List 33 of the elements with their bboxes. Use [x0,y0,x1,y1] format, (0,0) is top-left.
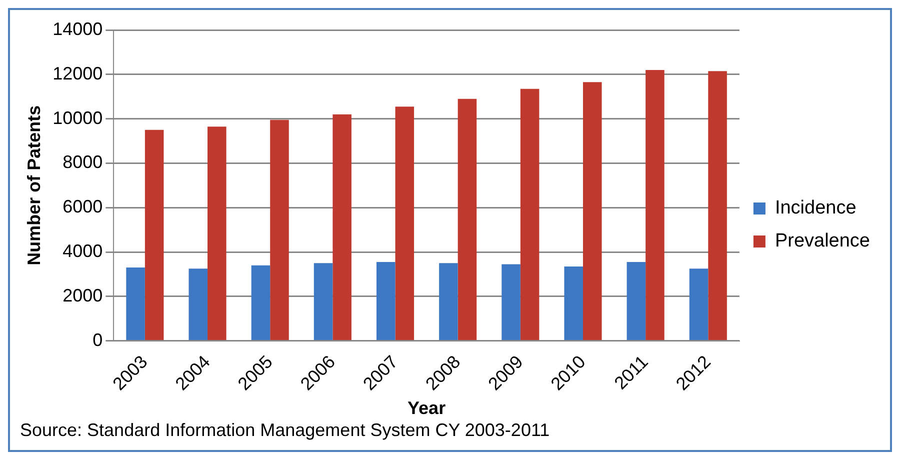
bar [520,88,540,340]
x-axis-title: Year [408,398,446,418]
legend-label: Prevalence [774,230,870,252]
y-tick-label: 4000 [62,240,103,261]
bar [188,268,208,340]
bar [126,268,145,340]
bar [439,263,458,340]
bar [582,82,602,340]
y-tick-label: 14000 [52,18,103,39]
bar [458,98,477,340]
y-tick-label: 0 [92,330,103,350]
bar [502,264,520,340]
bar [208,126,226,340]
legend-label: Incidence [774,198,856,219]
y-axis-title: Number of Patents [24,105,44,266]
bar [270,120,289,340]
bar [395,106,414,340]
bar [626,262,646,340]
bar [376,262,396,340]
y-tick-label: 6000 [62,196,103,217]
bar [144,130,164,340]
bar [332,114,352,340]
y-tick-label: 12000 [52,63,103,84]
bar [708,71,727,340]
y-tick-label: 8000 [62,152,103,172]
y-tick-label: 2000 [62,285,103,306]
bar [689,268,708,340]
bar [564,266,583,340]
source-note: Source: Standard Information Management System CY 2003-2011 [19,420,551,441]
bar [646,70,664,340]
y-tick-label: 10000 [52,108,103,128]
bar [314,263,333,340]
bar [251,265,270,340]
